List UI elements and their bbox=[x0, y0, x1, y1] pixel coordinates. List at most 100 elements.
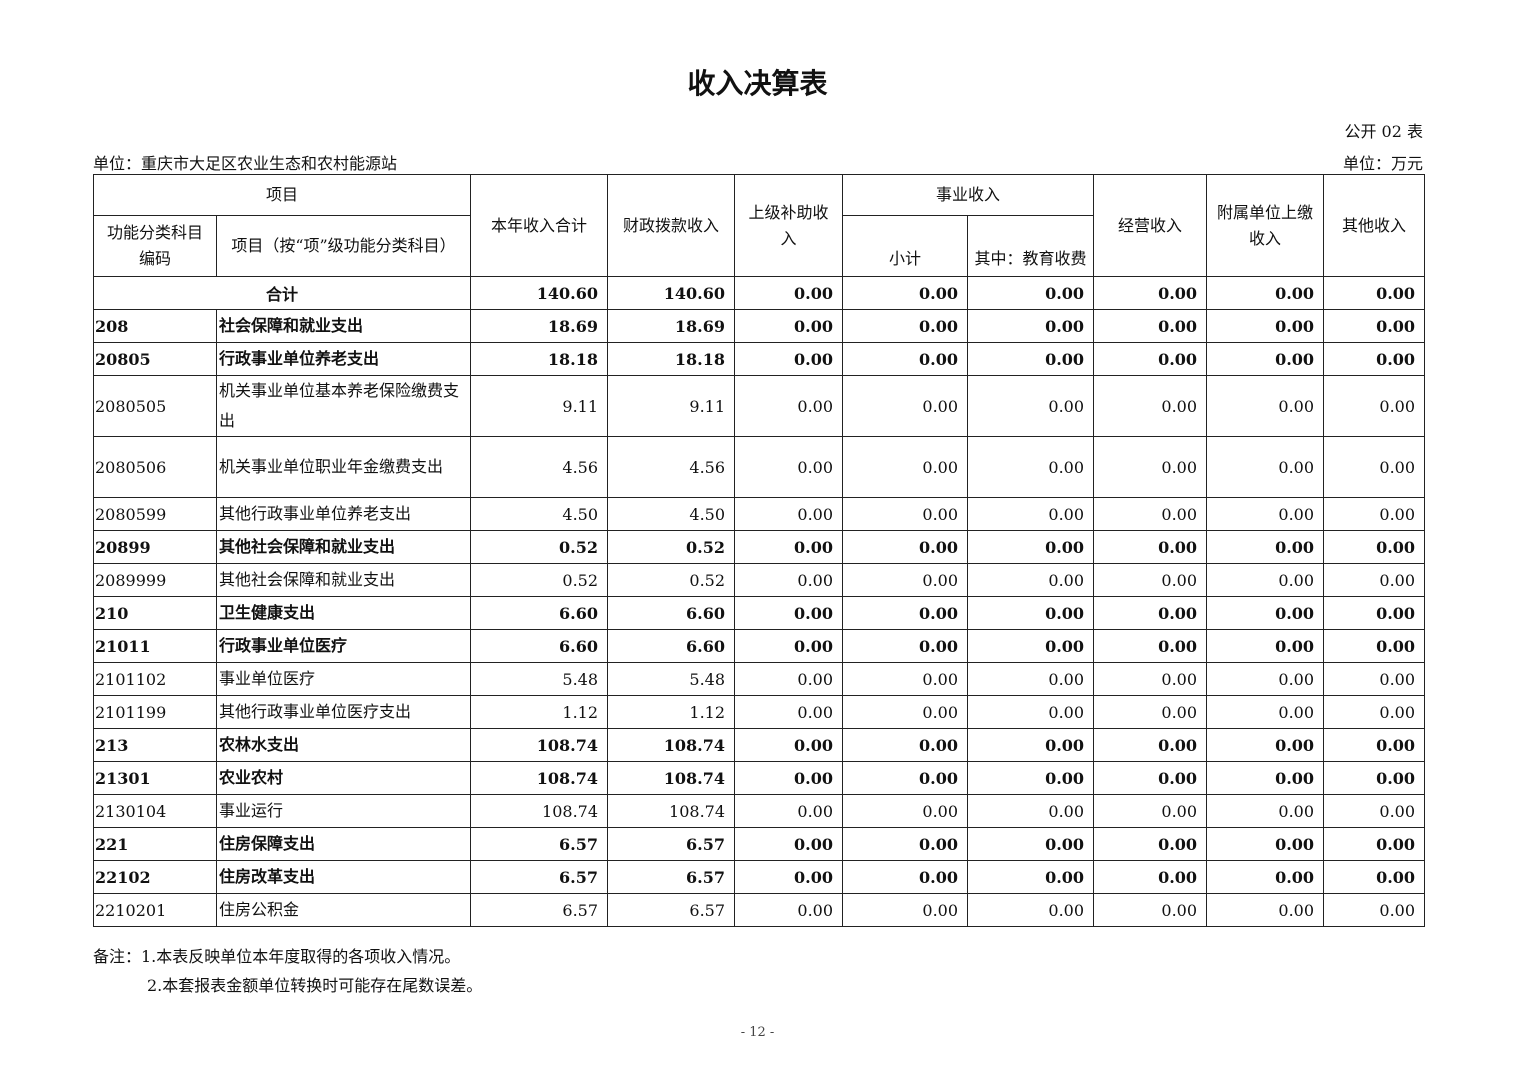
row-value: 0.00 bbox=[1323, 309, 1426, 343]
row-name: 住房保障支出 bbox=[215, 827, 472, 861]
row-value: 4.50 bbox=[607, 497, 736, 531]
row-value: 0.00 bbox=[842, 695, 969, 729]
row-code: 20805 bbox=[93, 342, 217, 376]
reporting-unit: 单位：重庆市大足区农业生态和农村能源站 bbox=[93, 154, 398, 173]
table-row: 2089999 其他社会保障和就业支出 0.52 0.52 0.00 0.00 0.00 0.… bbox=[93, 563, 1426, 597]
row-value: 5.48 bbox=[607, 662, 736, 696]
row-value: 0.00 bbox=[734, 497, 844, 531]
header-operating: 经营收入 bbox=[1093, 174, 1208, 277]
row-value: 6.60 bbox=[470, 629, 609, 663]
row-value: 0.00 bbox=[734, 893, 844, 927]
total-value: 0.00 bbox=[1093, 276, 1208, 310]
row-value: 0.00 bbox=[842, 342, 969, 376]
row-value: 0.00 bbox=[967, 761, 1095, 795]
table-row: 2130104 事业运行 108.74 108.74 0.00 0.00 0.00 0.00 0… bbox=[93, 794, 1426, 828]
row-name: 机关事业单位基本养老保险缴费支出 bbox=[215, 375, 472, 437]
row-value: 0.00 bbox=[842, 827, 969, 861]
row-value: 0.52 bbox=[470, 563, 609, 597]
row-value: 6.60 bbox=[607, 629, 736, 663]
row-value: 0.00 bbox=[1206, 563, 1325, 597]
row-code: 2130104 bbox=[93, 794, 217, 828]
row-name: 其他行政事业单位医疗支出 bbox=[215, 695, 472, 729]
row-name: 其他行政事业单位养老支出 bbox=[215, 497, 472, 531]
row-value: 0.00 bbox=[1206, 728, 1325, 762]
total-row: 合计 140.60 140.60 0.00 0.00 0.00 0.00 0.00 0.00 bbox=[92, 276, 1426, 310]
row-value: 0.00 bbox=[734, 530, 844, 564]
row-value: 0.00 bbox=[1093, 436, 1208, 498]
row-value: 9.11 bbox=[470, 375, 609, 437]
row-value: 18.69 bbox=[470, 309, 609, 343]
row-value: 108.74 bbox=[607, 728, 736, 762]
row-value: 0.00 bbox=[1323, 761, 1426, 795]
row-value: 0.00 bbox=[734, 342, 844, 376]
row-code: 20899 bbox=[93, 530, 217, 564]
row-value: 0.00 bbox=[1093, 530, 1208, 564]
row-code: 2080506 bbox=[93, 436, 217, 498]
row-code: 2080599 bbox=[93, 497, 217, 531]
row-value: 0.00 bbox=[1206, 497, 1325, 531]
row-value: 4.56 bbox=[607, 436, 736, 498]
row-code: 2101102 bbox=[93, 662, 217, 696]
row-name: 社会保障和就业支出 bbox=[215, 309, 472, 343]
row-value: 0.00 bbox=[842, 530, 969, 564]
row-value: 0.00 bbox=[842, 563, 969, 597]
row-value: 0.52 bbox=[607, 563, 736, 597]
row-value: 0.00 bbox=[1323, 860, 1426, 894]
row-value: 0.00 bbox=[734, 794, 844, 828]
row-code: 210 bbox=[93, 596, 217, 630]
total-label: 合计 bbox=[92, 276, 472, 310]
row-value: 0.00 bbox=[734, 860, 844, 894]
table-row: 2101199 其他行政事业单位医疗支出 1.12 1.12 0.00 0.00 0.00 0… bbox=[93, 695, 1426, 729]
row-value: 0.00 bbox=[967, 827, 1095, 861]
row-value: 0.52 bbox=[607, 530, 736, 564]
total-value: 0.00 bbox=[734, 276, 844, 310]
row-code: 2089999 bbox=[93, 563, 217, 597]
row-value: 0.00 bbox=[1093, 497, 1208, 531]
header-total: 本年收入合计 bbox=[470, 174, 609, 277]
row-value: 0.52 bbox=[470, 530, 609, 564]
row-value: 0.00 bbox=[842, 761, 969, 795]
header-name: 项目（按“项”级功能分类科目） bbox=[215, 215, 472, 277]
table-row: 2080505 机关事业单位基本养老保险缴费支出 9.11 9.11 0.00 0.00 0… bbox=[93, 375, 1426, 437]
row-value: 0.00 bbox=[967, 629, 1095, 663]
row-code: 21301 bbox=[93, 761, 217, 795]
row-value: 0.00 bbox=[842, 629, 969, 663]
row-value: 0.00 bbox=[1093, 761, 1208, 795]
row-value: 0.00 bbox=[842, 794, 969, 828]
table-row: 20899 其他社会保障和就业支出 0.52 0.52 0.00 0.00 0.00 0.00… bbox=[93, 530, 1426, 564]
row-value: 0.00 bbox=[1093, 309, 1208, 343]
row-name: 机关事业单位职业年金缴费支出 bbox=[215, 436, 472, 498]
table-row: 2080506 机关事业单位职业年金缴费支出 4.56 4.56 0.00 0.00 0.0… bbox=[93, 436, 1426, 498]
row-value: 6.57 bbox=[470, 860, 609, 894]
row-value: 0.00 bbox=[1206, 794, 1325, 828]
row-value: 0.00 bbox=[967, 530, 1095, 564]
row-value: 0.00 bbox=[842, 893, 969, 927]
row-value: 6.57 bbox=[470, 827, 609, 861]
row-value: 0.00 bbox=[1093, 827, 1208, 861]
header-subtotal: 小计 bbox=[842, 215, 969, 277]
total-value: 0.00 bbox=[967, 276, 1095, 310]
table-row: 221 住房保障支出 6.57 6.57 0.00 0.00 0.00 0.00 0.00 0.0… bbox=[93, 827, 1426, 861]
row-code: 208 bbox=[93, 309, 217, 343]
row-code: 2210201 bbox=[93, 893, 217, 927]
row-value: 0.00 bbox=[1206, 695, 1325, 729]
table-row: 22102 住房改革支出 6.57 6.57 0.00 0.00 0.00 0.00 0.00 0… bbox=[93, 860, 1426, 894]
row-value: 0.00 bbox=[1323, 662, 1426, 696]
table-row: 213 农林水支出 108.74 108.74 0.00 0.00 0.00 0.00 0.00… bbox=[93, 728, 1426, 762]
row-value: 4.50 bbox=[470, 497, 609, 531]
row-value: 0.00 bbox=[1206, 761, 1325, 795]
row-value: 9.11 bbox=[607, 375, 736, 437]
row-value: 0.00 bbox=[842, 309, 969, 343]
row-name: 行政事业单位医疗 bbox=[215, 629, 472, 663]
row-value: 0.00 bbox=[734, 375, 844, 437]
table-row: 208 社会保障和就业支出 18.69 18.69 0.00 0.00 0.00 0.00 0.… bbox=[93, 309, 1426, 343]
row-value: 0.00 bbox=[967, 662, 1095, 696]
header-fiscal: 财政拨款收入 bbox=[607, 174, 736, 277]
row-value: 0.00 bbox=[1323, 375, 1426, 437]
row-value: 0.00 bbox=[734, 761, 844, 795]
row-value: 0.00 bbox=[967, 563, 1095, 597]
row-value: 0.00 bbox=[1206, 436, 1325, 498]
row-value: 0.00 bbox=[967, 893, 1095, 927]
row-value: 0.00 bbox=[1323, 563, 1426, 597]
row-value: 0.00 bbox=[1323, 695, 1426, 729]
